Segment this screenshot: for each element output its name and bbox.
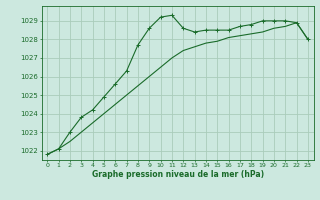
X-axis label: Graphe pression niveau de la mer (hPa): Graphe pression niveau de la mer (hPa) [92,170,264,179]
